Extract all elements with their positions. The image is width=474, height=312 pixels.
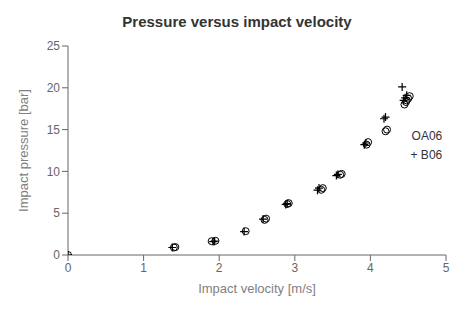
html-text:OA06: OA06 xyxy=(411,128,443,143)
html-text:Pressure versus impact velocit: Pressure versus impact velocity xyxy=(122,13,352,30)
svg-text:0: 0 xyxy=(65,261,72,275)
svg-text:4: 4 xyxy=(367,261,374,275)
svg-text:10: 10 xyxy=(47,165,61,179)
svg-text:3: 3 xyxy=(291,261,298,275)
svg-text:Impact velocity [m/s]: Impact velocity [m/s] xyxy=(198,281,316,296)
svg-text:20: 20 xyxy=(47,81,61,95)
svg-text:1: 1 xyxy=(140,261,147,275)
svg-text:Impact pressure [bar]: Impact pressure [bar] xyxy=(16,89,31,212)
svg-text:0: 0 xyxy=(53,248,60,262)
html-text:+ B06: + B06 xyxy=(410,147,443,162)
svg-text:5: 5 xyxy=(443,261,450,275)
svg-text:5: 5 xyxy=(53,206,60,220)
svg-text:2: 2 xyxy=(216,261,223,275)
svg-text:25: 25 xyxy=(47,39,61,53)
svg-text:15: 15 xyxy=(47,123,61,137)
